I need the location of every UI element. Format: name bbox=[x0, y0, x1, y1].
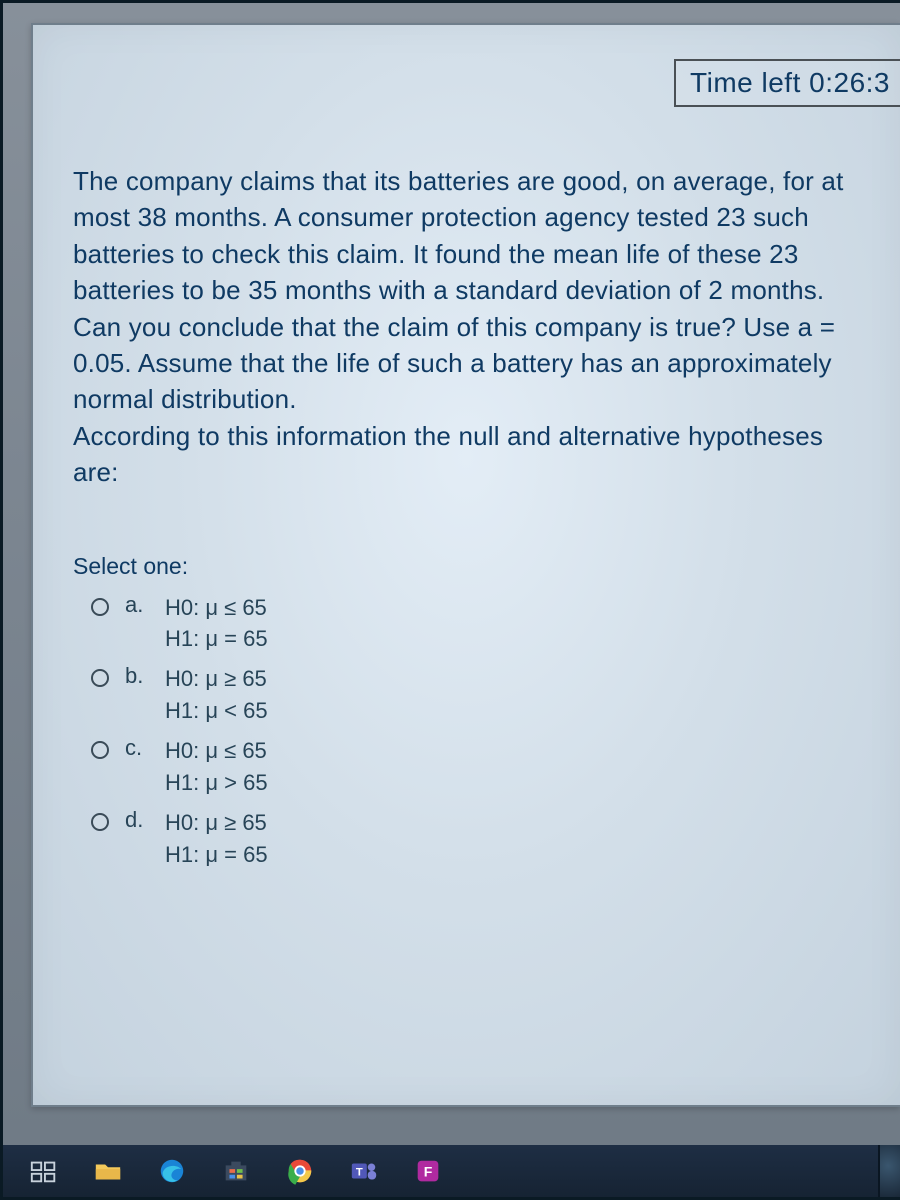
option-c[interactable]: c. H0: μ ≤ 65 H1: μ > 65 bbox=[91, 735, 868, 799]
edge-icon[interactable] bbox=[155, 1154, 189, 1188]
option-a-h1: H1: μ = 65 bbox=[165, 623, 268, 655]
option-lines: H0: μ ≥ 65 H1: μ < 65 bbox=[165, 663, 268, 727]
options-group: a. H0: μ ≤ 65 H1: μ = 65 b. H0: μ ≥ 65 H… bbox=[73, 592, 868, 871]
question-text: The company claims that its batteries ar… bbox=[73, 163, 868, 491]
task-view-icon[interactable] bbox=[27, 1154, 61, 1188]
option-letter: a. bbox=[125, 592, 149, 618]
option-d-h0: H0: μ ≥ 65 bbox=[165, 807, 268, 839]
office-f-icon[interactable]: F bbox=[411, 1154, 445, 1188]
taskbar-end[interactable] bbox=[878, 1145, 900, 1197]
teams-icon[interactable]: T bbox=[347, 1154, 381, 1188]
svg-text:T: T bbox=[356, 1167, 363, 1179]
taskbar: T F bbox=[3, 1145, 900, 1197]
option-b-h1: H1: μ < 65 bbox=[165, 695, 268, 727]
file-explorer-icon[interactable] bbox=[91, 1154, 125, 1188]
radio-d[interactable] bbox=[91, 813, 109, 831]
radio-a[interactable] bbox=[91, 598, 109, 616]
quiz-panel: Time left 0:26:3 The company claims that… bbox=[31, 23, 900, 1107]
option-a-h0: H0: μ ≤ 65 bbox=[165, 592, 268, 624]
select-one-label: Select one: bbox=[73, 553, 868, 580]
timer-label: Time left 0:26:3 bbox=[690, 67, 890, 98]
option-lines: H0: μ ≥ 65 H1: μ = 65 bbox=[165, 807, 268, 871]
timer-row: Time left 0:26:3 bbox=[73, 59, 868, 107]
option-d-h1: H1: μ = 65 bbox=[165, 839, 268, 871]
option-a[interactable]: a. H0: μ ≤ 65 H1: μ = 65 bbox=[91, 592, 868, 656]
option-b[interactable]: b. H0: μ ≥ 65 H1: μ < 65 bbox=[91, 663, 868, 727]
option-d[interactable]: d. H0: μ ≥ 65 H1: μ = 65 bbox=[91, 807, 868, 871]
noise-dot bbox=[75, 570, 78, 573]
option-b-h0: H0: μ ≥ 65 bbox=[165, 663, 268, 695]
option-letter: c. bbox=[125, 735, 149, 761]
question-para-2: According to this information the null a… bbox=[73, 418, 868, 491]
store-icon[interactable] bbox=[219, 1154, 253, 1188]
radio-c[interactable] bbox=[91, 741, 109, 759]
svg-text:F: F bbox=[424, 1164, 433, 1180]
option-lines: H0: μ ≤ 65 H1: μ = 65 bbox=[165, 592, 268, 656]
option-lines: H0: μ ≤ 65 H1: μ > 65 bbox=[165, 735, 268, 799]
radio-b[interactable] bbox=[91, 669, 109, 687]
option-letter: d. bbox=[125, 807, 149, 833]
chrome-icon[interactable] bbox=[283, 1154, 317, 1188]
option-c-h0: H0: μ ≤ 65 bbox=[165, 735, 268, 767]
screen: Time left 0:26:3 The company claims that… bbox=[0, 0, 900, 1200]
timer-box: Time left 0:26:3 bbox=[674, 59, 900, 107]
question-para-1: The company claims that its batteries ar… bbox=[73, 163, 868, 418]
option-c-h1: H1: μ > 65 bbox=[165, 767, 268, 799]
option-letter: b. bbox=[125, 663, 149, 689]
